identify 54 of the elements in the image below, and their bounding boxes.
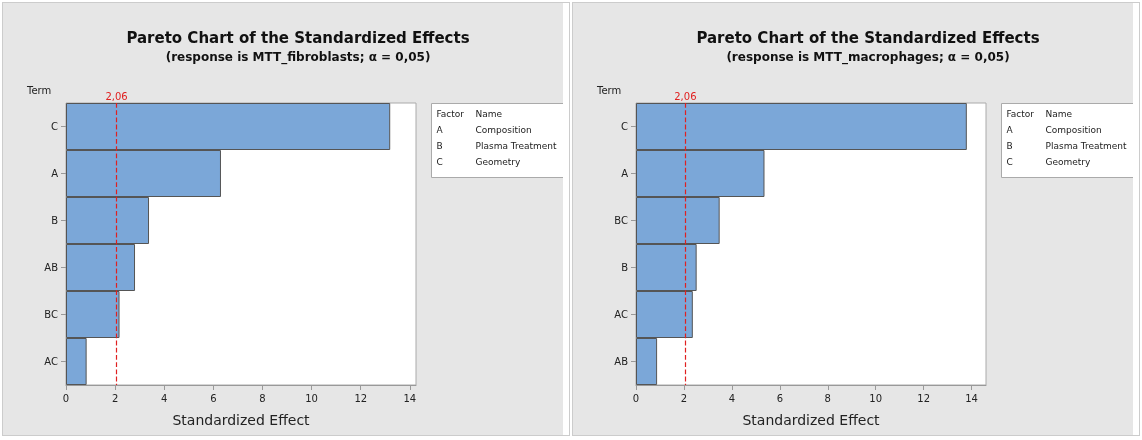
text: Composition [475, 125, 532, 135]
x-tick-label: 6 [210, 392, 217, 404]
text: Factor [436, 109, 465, 119]
x-tick-label: 6 [776, 392, 784, 404]
y-tick-label: B [51, 215, 59, 226]
x-tick-label: 12 [917, 392, 931, 404]
x-tick-label: 4 [161, 392, 168, 404]
y-tick-label: BC [614, 215, 629, 226]
text: Plasma Treatment [1045, 141, 1128, 151]
x-tick-label: 0 [62, 392, 70, 404]
x-tick-label: 12 [354, 392, 368, 404]
x-tick-label: 8 [259, 392, 266, 404]
y-tick-label: AB [44, 262, 59, 273]
y-tick-label: A [51, 168, 59, 179]
y-axis-title: Term [26, 84, 52, 96]
x-axis-title: Standardized Effect [742, 412, 881, 428]
x-tick-label: 4 [728, 392, 736, 404]
y-tick-label: AC [614, 309, 629, 320]
x-tick-label: 0 [632, 392, 640, 404]
chart-title: Pareto Chart of the Standardized Effects [126, 28, 470, 47]
y-tick-label: AC [44, 356, 59, 367]
y-tick-label: BC [44, 309, 59, 320]
text: Factor [1006, 109, 1035, 119]
x-tick-label: 2 [111, 392, 119, 404]
text: B [436, 141, 443, 151]
text: C [436, 157, 443, 167]
y-tick-label: C [51, 121, 59, 132]
text: B [1006, 141, 1013, 151]
text: C [1006, 157, 1013, 167]
y-tick-label: AB [614, 356, 629, 367]
y-axis-title: Term [596, 84, 622, 96]
text: A [1006, 125, 1014, 135]
x-tick-label: 10 [869, 392, 883, 404]
ref-line-label: 2,06 [674, 90, 697, 102]
x-tick-label: 10 [305, 392, 318, 404]
text: Geometry [475, 157, 522, 167]
text: Composition [1045, 125, 1102, 135]
text: Name [475, 109, 503, 119]
x-tick-label: 14 [965, 392, 978, 404]
text: Name [1045, 109, 1073, 119]
y-tick-label: C [621, 121, 629, 132]
x-tick-label: 14 [403, 392, 417, 404]
text: Plasma Treatment [475, 141, 558, 151]
x-tick-label: 8 [824, 392, 831, 404]
y-tick-label: B [621, 262, 629, 273]
text: A [436, 125, 444, 135]
y-tick-label: A [621, 168, 629, 179]
ref-line-label: 2,06 [105, 90, 128, 102]
chart-subtitle: (response is MTT_macrophages; α = 0,05) [726, 50, 1010, 65]
text: Geometry [1045, 157, 1092, 167]
x-tick-label: 2 [680, 392, 688, 404]
x-axis-title: Standardized Effect [172, 412, 311, 428]
chart-title: Pareto Chart of the Standardized Effects [696, 28, 1040, 47]
chart-subtitle: (response is MTT_fibroblasts; α = 0,05) [165, 50, 431, 65]
